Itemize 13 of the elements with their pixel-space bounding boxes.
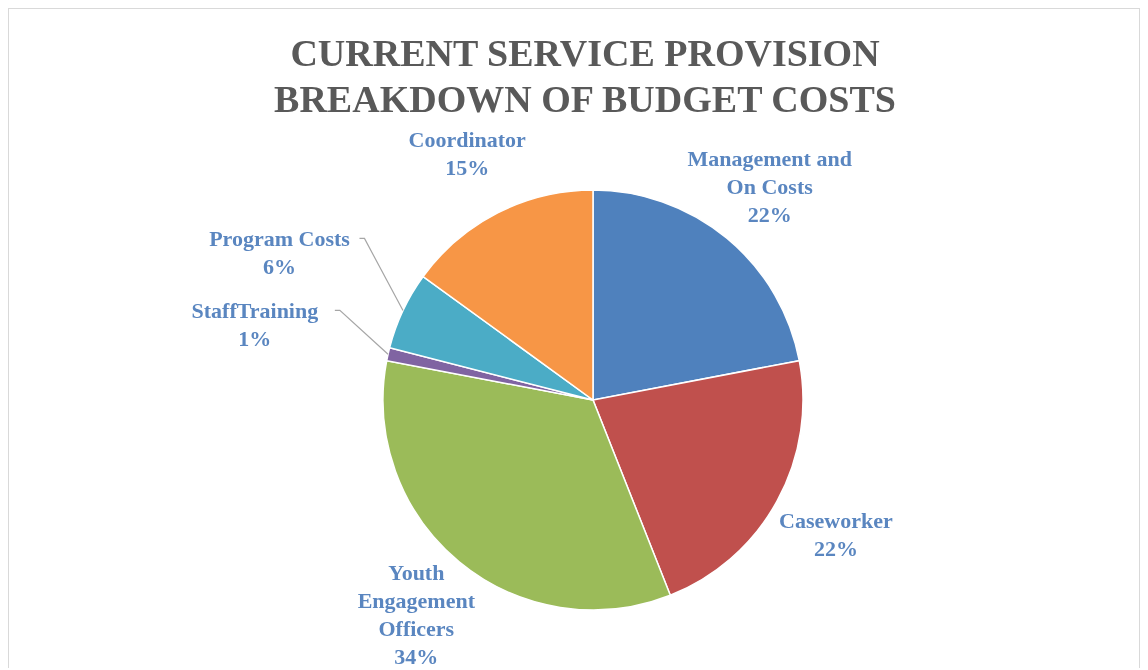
slice-label: StaffTraining: [191, 298, 319, 324]
data-label: 22%: [747, 202, 792, 228]
chart-title: CURRENT SERVICE PROVISION BREAKDOWN OF BUDGET COSTS: [274, 32, 896, 120]
data-label: 1%: [238, 326, 272, 352]
data-label: 22%: [813, 535, 858, 561]
slice-label: Management and On Costs: [687, 146, 852, 200]
slice-label: Program Costs: [209, 226, 351, 252]
data-label: 15%: [445, 155, 490, 181]
slice-label: Coordinator: [408, 127, 527, 153]
data-label: 6%: [262, 254, 296, 280]
slice-label: Caseworker: [779, 507, 893, 533]
slice-label: Youth Engagement Officers: [357, 559, 476, 641]
data-label: 34%: [394, 643, 439, 669]
